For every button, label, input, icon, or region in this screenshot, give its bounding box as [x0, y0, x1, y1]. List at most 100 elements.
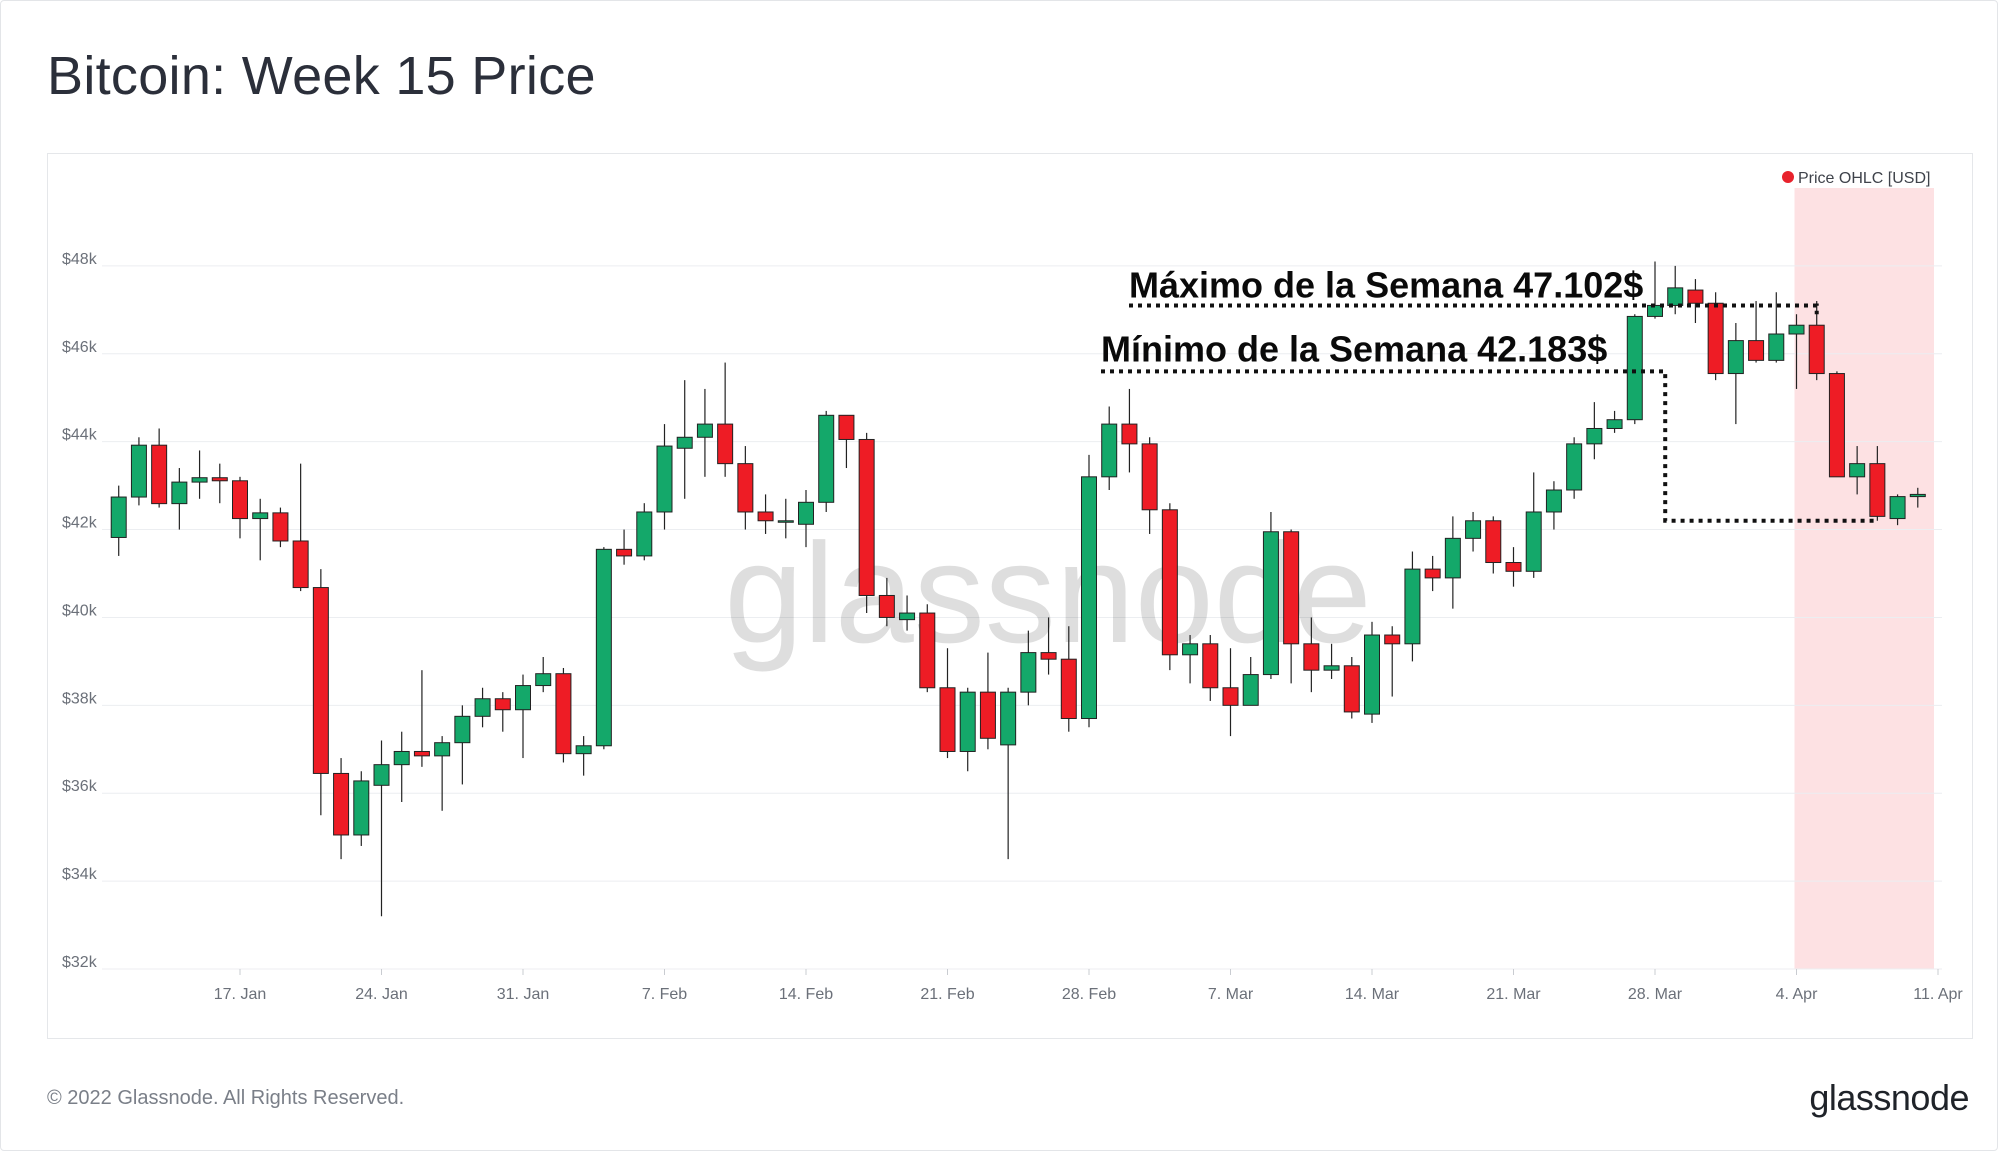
candle [1222, 648, 1239, 737]
candle-body [798, 501, 814, 525]
candle [1343, 656, 1360, 719]
candle [595, 547, 612, 750]
candle-body [939, 687, 956, 752]
max-guide-line [1129, 303, 1819, 315]
candle [1606, 410, 1623, 433]
candle [1323, 643, 1340, 679]
candle [575, 736, 592, 776]
candle-body [1909, 493, 1926, 498]
candle [959, 687, 976, 772]
candle-body [1505, 562, 1522, 572]
x-tick-label: 14. Feb [779, 986, 833, 1003]
candle [1687, 279, 1704, 324]
candle-body [393, 750, 410, 766]
candle [1444, 516, 1461, 609]
page-title: Bitcoin: Week 15 Price [47, 46, 596, 106]
candle [818, 410, 835, 512]
candle [1828, 371, 1845, 478]
candle-body [1586, 427, 1603, 445]
candle-body [1323, 665, 1340, 671]
candle [211, 463, 228, 504]
candle-body [616, 548, 633, 557]
candle-body [1283, 531, 1300, 645]
candle-body [1687, 289, 1704, 304]
candle [454, 705, 471, 785]
candle-body [1727, 340, 1744, 375]
candle [1869, 446, 1886, 521]
x-tick-label: 4. Apr [1776, 986, 1818, 1003]
candle-body [1788, 324, 1805, 335]
candle-body [595, 548, 612, 747]
candle [1768, 292, 1785, 363]
candle-body [575, 745, 592, 755]
candle-body [454, 715, 471, 744]
annotation-week-max: Máximo de la Semana 47.102$ [1129, 264, 1643, 305]
legend-label: Price OHLC [USD] [1798, 170, 1930, 187]
candle [919, 604, 936, 693]
legend-dot [1782, 171, 1794, 183]
candle-body [191, 477, 208, 483]
candle [292, 463, 309, 592]
candle-body [818, 414, 835, 503]
chart-frame: $32k $34k $36k $38k $40k $42k $44k $46k $48k 17. … [47, 153, 1973, 1039]
candle-body [1808, 324, 1825, 375]
candle [1020, 630, 1037, 706]
candle-body [737, 463, 754, 513]
candle [717, 362, 734, 477]
candle [858, 432, 875, 614]
candle-body [272, 512, 289, 542]
candle-body [1364, 634, 1380, 715]
candle-body [1000, 691, 1017, 746]
y-tick-label: $44k [62, 427, 98, 444]
candle [312, 569, 329, 816]
candle-body [312, 587, 329, 774]
candle-body [211, 477, 228, 482]
x-tick-label: 24. Jan [355, 986, 407, 1003]
x-tick-label: 28. Mar [1628, 986, 1683, 1003]
candle-body [838, 414, 855, 440]
candle-body [1040, 652, 1057, 660]
y-tick-label: $38k [62, 690, 98, 707]
y-tick-label: $34k [62, 866, 98, 883]
candle [1505, 547, 1522, 587]
candle-body [1222, 687, 1239, 706]
x-tick-label: 7. Mar [1208, 986, 1254, 1003]
candle [1364, 621, 1380, 723]
candle-body [1748, 340, 1765, 361]
candle [373, 740, 390, 917]
candle-body [1869, 463, 1886, 517]
candle-body [1121, 423, 1138, 445]
candle [151, 428, 168, 508]
glassnode-logo: glassnode [1809, 1077, 1969, 1118]
candle [1303, 617, 1320, 693]
candle-body [1020, 652, 1037, 693]
candle [110, 485, 127, 556]
candle-body [1262, 531, 1279, 676]
candle [1545, 481, 1562, 530]
candle-body [110, 496, 127, 538]
candle-body [878, 594, 895, 618]
candle [636, 503, 653, 561]
candle-body [413, 750, 430, 757]
x-tick-label: 11. Apr [1913, 986, 1963, 1003]
candle-body [353, 780, 370, 836]
candle [191, 450, 208, 499]
candle [1788, 314, 1805, 389]
candle [757, 494, 774, 534]
candle-body [1525, 511, 1542, 572]
candle-body [1141, 443, 1158, 511]
candle-body [1101, 423, 1118, 478]
candle [1727, 323, 1744, 425]
candle-body [1626, 315, 1643, 421]
candle [1182, 635, 1199, 684]
candle [232, 476, 248, 539]
y-tick-label: $48k [62, 251, 98, 268]
candle-body [1303, 643, 1320, 671]
candle-body [373, 764, 390, 786]
candle [1566, 437, 1583, 499]
candle [1748, 301, 1765, 363]
candle [1384, 626, 1401, 697]
candle [333, 758, 350, 860]
candle [1161, 503, 1178, 671]
candle [1586, 402, 1603, 460]
